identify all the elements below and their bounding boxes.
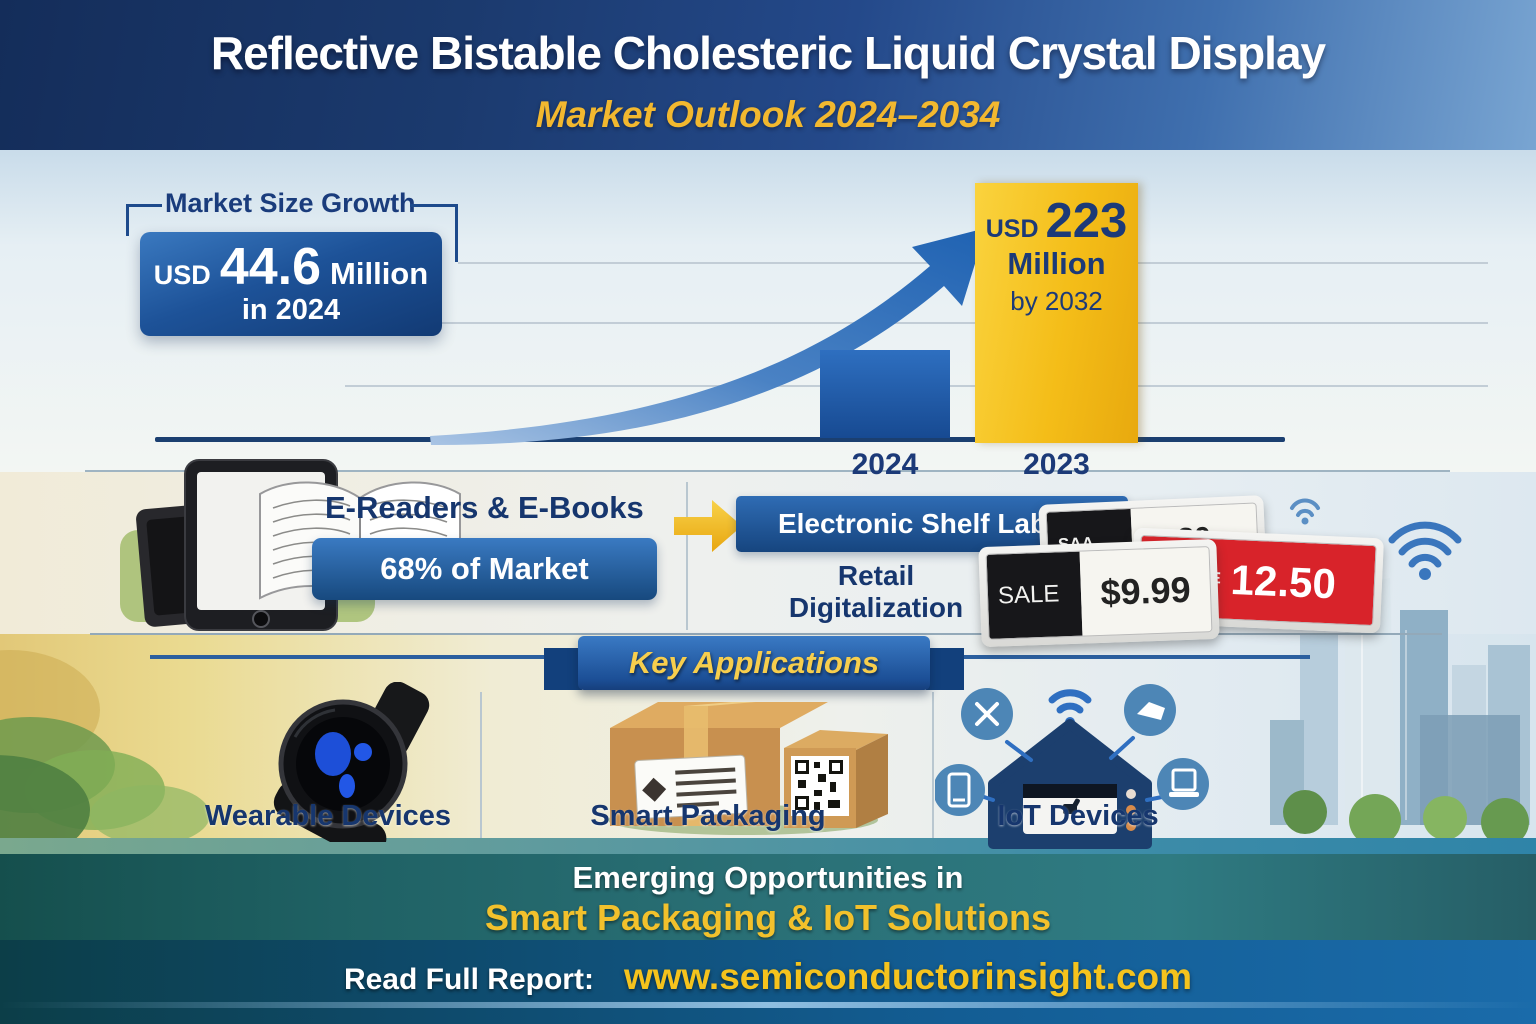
divider: [90, 633, 1442, 635]
opportunities-line2: Smart Packaging & IoT Solutions: [484, 897, 1052, 938]
shelf-label-price: 12.50: [1229, 555, 1337, 607]
bracket-line: [126, 204, 129, 236]
ereaders-title: E-Readers & E-Books: [325, 490, 644, 525]
shelf-label-price: $9.99: [1099, 568, 1192, 613]
chart-section-label: Market Size Growth: [165, 188, 416, 218]
trees-illustration: [0, 650, 210, 850]
key-applications-title: Key Applications: [628, 645, 880, 680]
divider: [932, 692, 934, 838]
shelf-label-tag: SALE: [997, 580, 1060, 610]
divider: [85, 470, 1450, 472]
footer-band: [0, 940, 1536, 1024]
market-start-box: USD 44.6 Million in 2024: [140, 232, 442, 336]
x-axis: [155, 437, 1285, 442]
shelf-labels-illustration: SAA 80 SALE 12.50 SALE $9.99: [978, 495, 1384, 648]
page-subtitle: Market Outlook 2024–2034: [535, 94, 1001, 135]
esl-subtitle-line1: Retail: [837, 560, 915, 591]
ereader-illustration: [120, 459, 461, 631]
packaging-boxes-illustration: [608, 702, 888, 835]
read-report-label: Read Full Report:: [343, 963, 594, 996]
growth-arrow-icon: [430, 228, 986, 446]
city-skyline-illustration: [1270, 578, 1530, 840]
wifi-icon: [1388, 521, 1462, 580]
report-url-link[interactable]: www.semiconductorinsight.com: [623, 956, 1193, 997]
x-tick-2023: 2023: [1023, 448, 1090, 481]
bracket-line: [410, 204, 458, 207]
app-label-iot-devices: IoT Devices: [997, 800, 1159, 832]
end-value: 223: [1045, 194, 1128, 248]
esl-subtitle-line2: Digitalization: [788, 592, 964, 624]
app-label-wearable-devices: Wearable Devices: [204, 800, 452, 832]
opportunities-banner: [0, 854, 1536, 940]
iot-hub-illustration: [935, 684, 1209, 849]
header-band: Reflective Bistable Cholesteric Liquid C…: [0, 0, 1536, 152]
ereaders-share-banner: 68% of Market: [312, 538, 657, 600]
wifi-icon: [1290, 498, 1320, 525]
currency-prefix: USD: [153, 260, 211, 290]
bracket-line: [126, 204, 162, 207]
esl-subtitle: Retail Digitalization: [770, 560, 982, 624]
bar-2024: [820, 350, 950, 438]
gridline: [345, 322, 1488, 324]
end-period: by 2032: [1010, 286, 1103, 316]
ribbon-wing-right: [926, 648, 964, 690]
yellow-arrow-icon: [674, 500, 742, 552]
footer-cta: Read Full Report: www.semiconductorinsig…: [0, 956, 1536, 998]
page-title: Reflective Bistable Cholesteric Liquid C…: [210, 27, 1326, 79]
ribbon-wing-left: [544, 648, 582, 690]
footer-glow: [0, 1002, 1536, 1008]
opportunities-line1: Emerging Opportunities in: [572, 860, 964, 895]
x-tick-2024: 2024: [851, 448, 919, 481]
start-unit: Million: [330, 256, 429, 291]
divider: [480, 692, 482, 838]
app-label-smart-packaging: Smart Packaging: [590, 800, 826, 832]
end-unit: Million: [1007, 246, 1106, 281]
key-applications-banner: Key Applications: [578, 636, 930, 690]
smartwatch-illustration: [273, 682, 430, 842]
start-period: in 2024: [241, 294, 341, 326]
divider: [686, 482, 688, 630]
bar-2032-projection: USD 223 Million by 2032: [975, 183, 1138, 443]
start-value: 44.6: [219, 238, 322, 296]
bracket-line: [455, 204, 458, 262]
currency-prefix: USD: [985, 215, 1039, 243]
shelf-label-front: SALE $9.99: [978, 538, 1220, 648]
